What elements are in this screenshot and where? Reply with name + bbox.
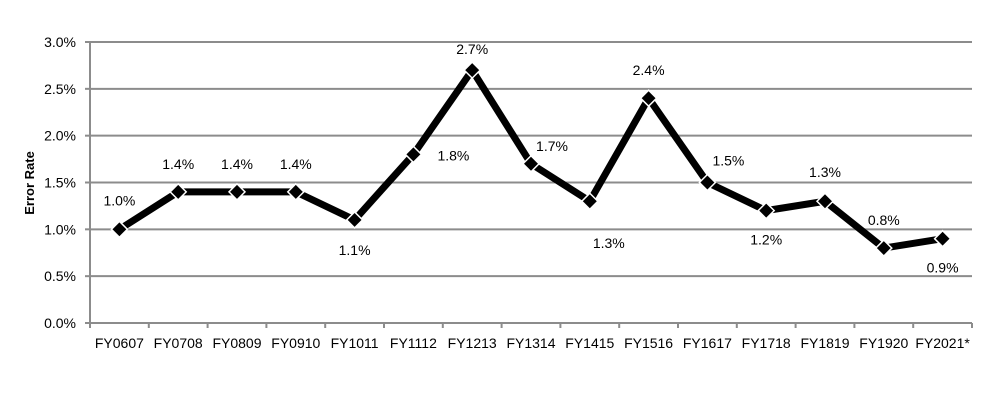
y-axis-ticks: 0.0% 0.5% 1.0% 1.5% 2.0% 2.5% 3.0%	[44, 34, 76, 331]
data-point-marker	[169, 182, 188, 201]
y-tick-label: 2.0%	[44, 128, 76, 144]
x-tick-label: FY1415	[565, 335, 614, 351]
x-tick-label: FY1718	[742, 335, 791, 351]
x-tick-label: FY0910	[271, 335, 320, 351]
x-tick-label: FY1920	[859, 335, 908, 351]
data-label: 1.3%	[593, 235, 625, 251]
x-axis-ticks: FY0607 FY0708 FY0809 FY0910 FY1011 FY1112 FY12…	[95, 335, 971, 351]
data-point-marker	[874, 239, 893, 258]
data-label: 1.7%	[536, 138, 568, 154]
series-line	[110, 61, 952, 258]
gridlines	[85, 41, 973, 328]
x-tick-label: FY1011	[331, 335, 379, 351]
data-label: 1.0%	[103, 192, 135, 208]
data-label: 1.2%	[750, 232, 782, 248]
x-tick-label: FY0809	[212, 335, 261, 351]
data-label: 1.3%	[809, 164, 841, 180]
x-tick-label: FY0607	[95, 335, 144, 351]
data-point-marker	[404, 145, 423, 164]
y-tick-label: 3.0%	[44, 34, 76, 50]
x-tick-label: FY1213	[448, 335, 497, 351]
y-axis-label: Error Rate	[22, 151, 37, 215]
x-tick-label: FY2021*	[915, 335, 970, 351]
x-tick-label: FY1112	[390, 335, 437, 351]
data-label: 0.9%	[927, 260, 959, 276]
y-tick-label: 0.0%	[44, 315, 76, 331]
data-point-marker	[815, 192, 835, 211]
data-point-marker	[227, 182, 247, 201]
data-point-marker	[757, 201, 776, 220]
data-label: 1.1%	[339, 242, 371, 258]
data-point-marker	[521, 154, 541, 173]
data-label: 1.5%	[712, 153, 744, 169]
data-label: 1.4%	[280, 156, 312, 172]
y-tick-label: 2.5%	[44, 81, 76, 97]
data-point-marker	[345, 210, 364, 230]
y-tick-label: 0.5%	[44, 268, 76, 284]
data-point-marker	[286, 182, 305, 201]
data-label: 0.8%	[868, 212, 900, 228]
data-point-marker	[580, 192, 599, 211]
x-tick-label: FY1617	[683, 335, 732, 351]
y-tick-label: 1.0%	[44, 221, 76, 237]
data-labels: 1.0% 1.4% 1.4% 1.4% 1.1% 1.8% 2.7% 1.7% 1.3% 2.4%…	[103, 41, 958, 276]
data-point-marker	[639, 89, 658, 108]
x-tick-label: FY1314	[506, 335, 555, 351]
data-label: 2.4%	[633, 62, 665, 78]
x-tick-label: FY0708	[154, 335, 203, 351]
data-point-marker	[110, 220, 129, 239]
data-label: 2.7%	[456, 41, 488, 57]
x-tick-label: FY1516	[624, 335, 673, 351]
data-label: 1.4%	[162, 156, 194, 172]
data-label: 1.8%	[437, 147, 469, 163]
data-point-marker	[933, 229, 952, 248]
data-point-marker	[698, 173, 717, 192]
data-point-marker	[463, 61, 482, 80]
data-label: 1.4%	[221, 156, 253, 172]
x-tick-label: FY1819	[800, 335, 849, 351]
y-tick-label: 1.5%	[44, 175, 76, 191]
